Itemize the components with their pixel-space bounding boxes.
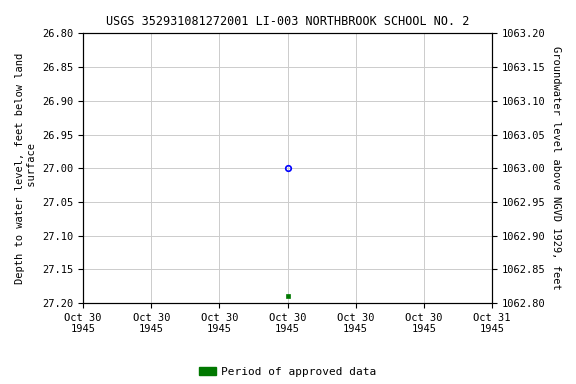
- Legend: Period of approved data: Period of approved data: [199, 366, 377, 377]
- Y-axis label: Depth to water level, feet below land
 surface: Depth to water level, feet below land su…: [15, 53, 37, 284]
- Title: USGS 352931081272001 LI-003 NORTHBROOK SCHOOL NO. 2: USGS 352931081272001 LI-003 NORTHBROOK S…: [106, 15, 469, 28]
- Y-axis label: Groundwater level above NGVD 1929, feet: Groundwater level above NGVD 1929, feet: [551, 46, 561, 290]
